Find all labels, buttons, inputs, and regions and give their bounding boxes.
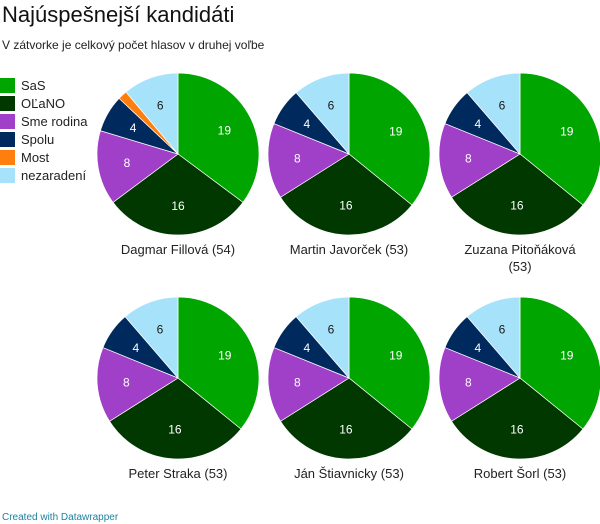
- slice-label: 4: [304, 117, 311, 131]
- slice-label: 6: [499, 322, 506, 336]
- slice-label: 16: [339, 199, 353, 213]
- pie-title: Robert Šorl (53): [474, 466, 566, 481]
- pie-slice: [177, 72, 260, 203]
- legend-swatch: [0, 95, 15, 111]
- legend-item: OĽaNO: [0, 94, 87, 112]
- legend-swatch: [0, 167, 15, 183]
- slice-label: 8: [465, 376, 472, 390]
- slice-label: 8: [124, 156, 131, 170]
- pie-slice: [348, 72, 431, 206]
- legend-label: Spolu: [21, 131, 55, 147]
- slice-label: 19: [218, 124, 232, 138]
- datawrapper-credit-link[interactable]: Created with Datawrapper: [2, 512, 119, 523]
- slice-label: 19: [560, 349, 574, 363]
- pie-slice: [280, 153, 413, 236]
- slice-label: 16: [510, 423, 524, 437]
- pie-slice: [125, 72, 179, 155]
- pie-chart: 19 16 8 4 6 Martin Javorček (53): [267, 72, 431, 257]
- pie-slice: [295, 72, 350, 155]
- pie-slice: [112, 153, 244, 236]
- pie-chart: 19 16 8 4 6 Peter Straka (53): [96, 296, 260, 481]
- slice-label: 8: [294, 152, 301, 166]
- legend-swatch: [0, 131, 15, 147]
- legend-label: SaS: [21, 77, 46, 93]
- slice-label: 6: [328, 322, 335, 336]
- slice-label: 6: [328, 98, 335, 112]
- legend-swatch: [0, 149, 15, 165]
- slice-label: 4: [475, 341, 482, 355]
- pie-slice: [466, 72, 521, 155]
- pie-slice: [280, 377, 413, 460]
- legend-label: Sme rodina: [21, 113, 88, 129]
- slice-label: 6: [157, 98, 164, 112]
- slice-label: 8: [294, 376, 301, 390]
- pie-slice: [451, 153, 584, 236]
- slice-label: 16: [171, 199, 185, 213]
- legend-swatch: [0, 77, 15, 93]
- slice-label: 6: [499, 98, 506, 112]
- chart-title: Najúspešnejší kandidáti: [2, 2, 235, 27]
- legend-item: Sme rodina: [0, 112, 87, 130]
- pie-slice: [451, 377, 584, 460]
- slice-label: 16: [168, 423, 182, 437]
- slice-label: 19: [389, 125, 403, 139]
- pie-slice: [438, 123, 521, 198]
- legend-label: nezaradení: [21, 167, 87, 183]
- slice-label: 4: [475, 117, 482, 131]
- legend-item: Spolu: [0, 130, 87, 148]
- slice-label: 8: [123, 376, 130, 390]
- slice-label: 19: [218, 349, 232, 363]
- pie-chart: 19 16 8 4 6 Robert Šorl (53): [438, 296, 600, 481]
- pie-title: Zuzana Pitoňáková (53): [464, 242, 576, 274]
- pie-slice: [348, 296, 431, 430]
- slice-label: 8: [465, 152, 472, 166]
- legend-item: Most: [0, 148, 87, 166]
- slice-label: 4: [304, 341, 311, 355]
- pie-slice: [519, 72, 600, 206]
- pie-slice: [519, 296, 600, 430]
- legend: SaS OĽaNO Sme rodina Spolu Most nezaradení: [0, 76, 87, 184]
- pie-chart: 19 16 8 4 6 Ján Štiavnicky (53): [267, 296, 431, 481]
- legend-label: OĽaNO: [21, 95, 66, 111]
- pie-slice: [177, 296, 260, 430]
- legend-label: Most: [21, 149, 50, 165]
- slice-label: 6: [157, 322, 164, 336]
- pie-title: Dagmar Fillová (54): [121, 242, 235, 257]
- legend-item: nezaradení: [0, 166, 87, 184]
- pie-slice: [466, 296, 521, 379]
- pie-slice: [267, 347, 350, 422]
- pie-slice: [109, 377, 242, 460]
- pie-slice: [96, 347, 179, 422]
- pie-title: Peter Straka (53): [129, 466, 228, 481]
- slice-label: 19: [389, 349, 403, 363]
- slice-label: 16: [339, 423, 353, 437]
- chart-subtitle: V zátvorke je celkový počet hlasov v dru…: [2, 38, 265, 52]
- pie-title: Ján Štiavnicky (53): [294, 466, 404, 481]
- slice-label: 4: [133, 341, 140, 355]
- slice-label: 4: [130, 121, 137, 135]
- pie-slice: [267, 123, 350, 198]
- pie-slice: [124, 296, 179, 379]
- pie-slice: [295, 296, 350, 379]
- slice-label: 16: [510, 199, 524, 213]
- slice-label: 19: [560, 125, 574, 139]
- pie-slice: [438, 347, 521, 422]
- legend-item: SaS: [0, 76, 87, 94]
- pie-title: Martin Javorček (53): [290, 242, 408, 257]
- legend-swatch: [0, 113, 15, 129]
- pie-chart: 19 16 8 4 6 Dagmar Fillová (54): [96, 72, 260, 257]
- pie-chart: 19 16 8 4 6 Zuzana Pitoňáková (53): [438, 72, 600, 274]
- pie-slice: [96, 130, 179, 203]
